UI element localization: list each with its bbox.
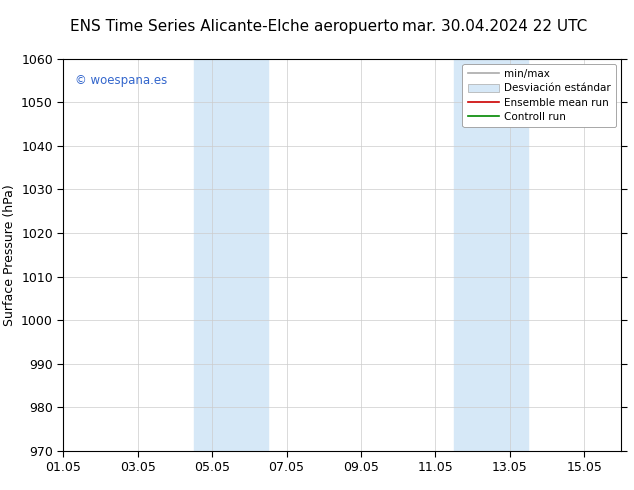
- Text: © woespana.es: © woespana.es: [75, 74, 167, 88]
- Y-axis label: Surface Pressure (hPa): Surface Pressure (hPa): [3, 184, 16, 326]
- Bar: [193, 59, 268, 451]
- Text: ENS Time Series Alicante-Elche aeropuerto: ENS Time Series Alicante-Elche aeropuert…: [70, 20, 399, 34]
- Bar: [454, 59, 528, 451]
- Text: mar. 30.04.2024 22 UTC: mar. 30.04.2024 22 UTC: [402, 20, 587, 34]
- Legend: min/max, Desviación estándar, Ensemble mean run, Controll run: min/max, Desviación estándar, Ensemble m…: [462, 64, 616, 127]
